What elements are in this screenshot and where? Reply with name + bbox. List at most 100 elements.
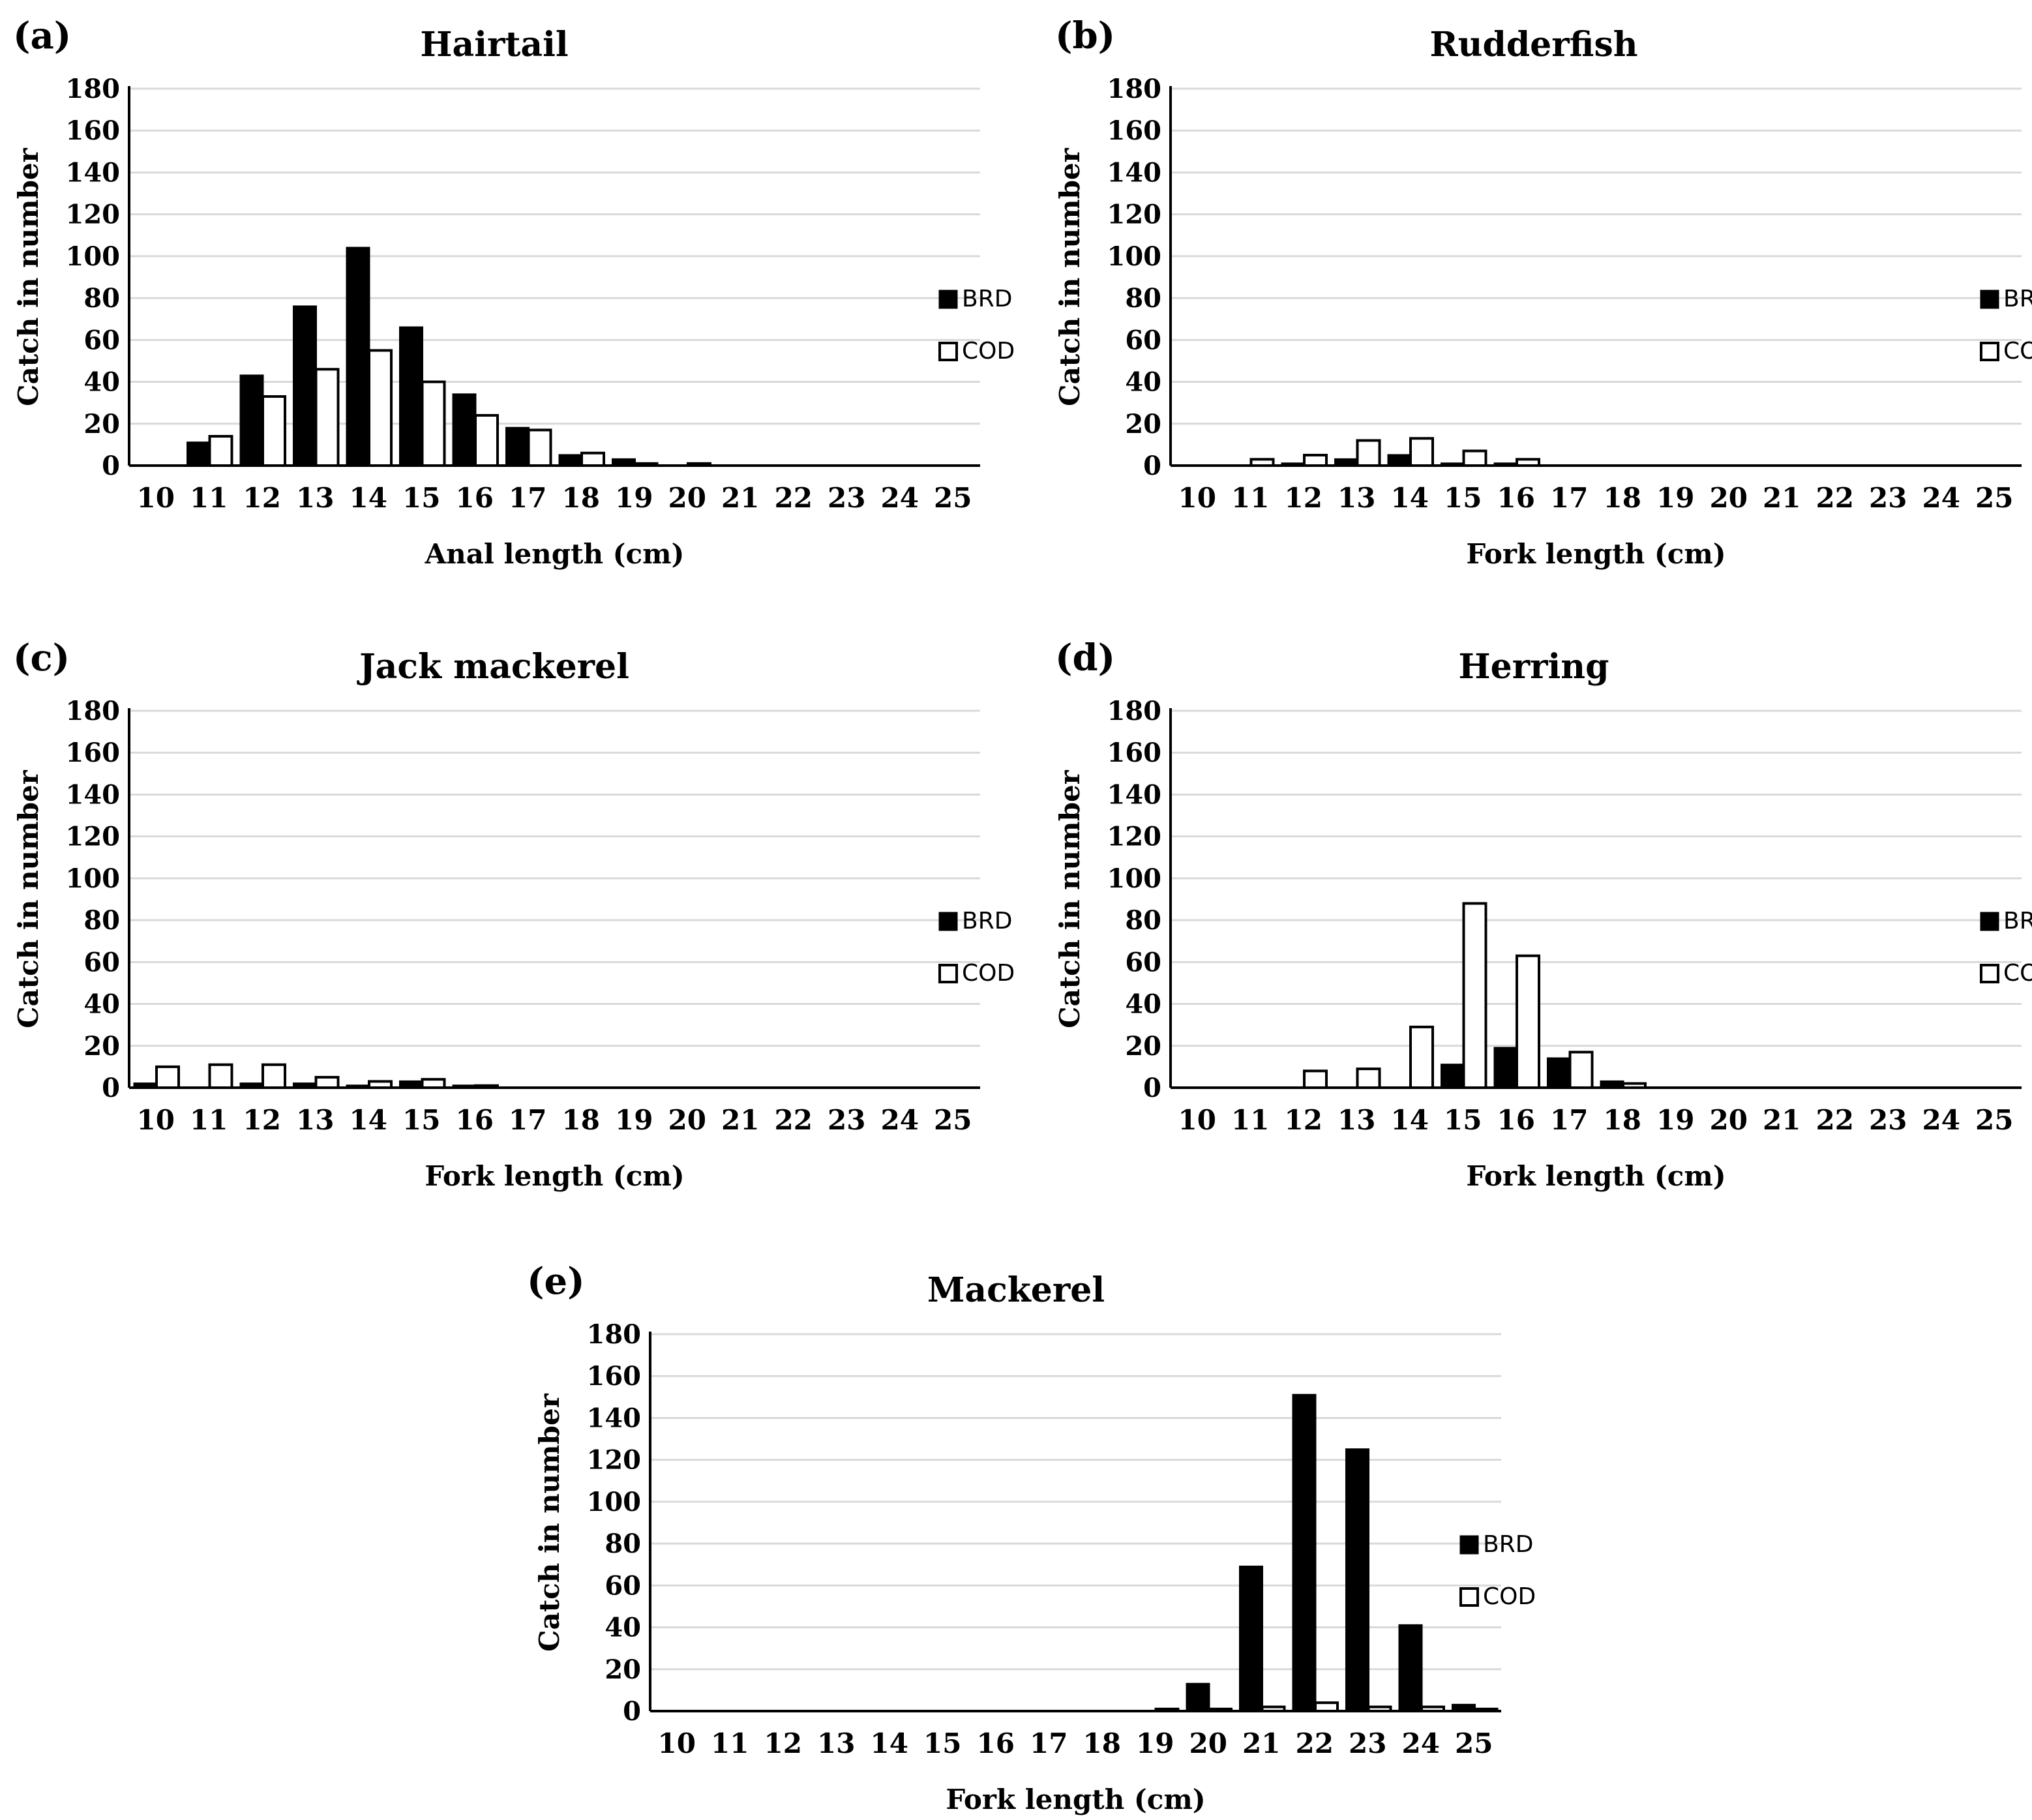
y-tick-label: 160 <box>66 738 121 768</box>
legend-label-cod: COD <box>1483 1583 1536 1610</box>
legend-label-brd: BRD <box>2003 908 2032 934</box>
x-tick-label: 21 <box>721 1104 759 1136</box>
x-tick-label: 11 <box>711 1727 749 1759</box>
x-tick-label: 17 <box>1550 482 1588 514</box>
bar-cod <box>1261 1705 1286 1713</box>
y-tick-label: 80 <box>83 905 120 936</box>
y-tick-label: 0 <box>102 1073 120 1103</box>
y-tick-label: 160 <box>587 1361 642 1392</box>
y-tick-label: 80 <box>1125 283 1161 314</box>
x-tick-label: 22 <box>1296 1727 1334 1759</box>
x-tick-label: 21 <box>721 482 759 514</box>
y-tick-label: 160 <box>1107 115 1162 146</box>
x-tick-label: 24 <box>1922 482 1960 514</box>
chart-panel-4: (e) Mackerel 0 20 40 60 80 100 120 140 160 180 10 11 1… <box>527 1260 1536 1815</box>
x-tick-label: 23 <box>1869 1104 1907 1136</box>
x-tick-label: 20 <box>1189 1727 1227 1759</box>
bar-cod <box>1356 439 1381 468</box>
x-tick-label: 22 <box>775 1104 813 1136</box>
y-tick-label: 160 <box>1107 738 1162 768</box>
legend-label-brd: BRD <box>962 908 1012 934</box>
x-tick-label: 11 <box>190 1104 228 1136</box>
bar-cod <box>687 462 711 467</box>
y-tick-label: 120 <box>1107 200 1162 230</box>
x-tick-label: 12 <box>243 482 281 514</box>
panel-label: (d) <box>1055 636 1115 679</box>
x-axis-title: Fork length (cm) <box>425 1160 684 1192</box>
legend-swatch-brd <box>1980 290 1999 309</box>
y-axis-title: Catch in number <box>533 1393 565 1651</box>
x-tick-label: 10 <box>137 482 175 514</box>
chart-panel-1: (b) Rudderfish 0 20 40 60 80 100 120 140 160 180 10 1… <box>1054 14 2032 570</box>
bar-cod <box>1303 453 1328 468</box>
bar-cod <box>474 413 499 468</box>
bar-brd <box>612 458 636 467</box>
legend-swatch-cod <box>1459 1587 1479 1607</box>
x-tick-label: 12 <box>243 1104 281 1136</box>
chart-title: Rudderfish <box>1429 25 1637 65</box>
chart-title: Hairtail <box>420 25 568 65</box>
bar-brd <box>293 1082 317 1089</box>
bar-cod <box>368 349 393 468</box>
y-tick-label: 100 <box>66 241 121 272</box>
chart-title: Jack mackerel <box>357 647 629 687</box>
bar-brd <box>1345 1448 1369 1712</box>
y-tick-label: 40 <box>83 989 120 1020</box>
y-tick-label: 180 <box>587 1319 642 1350</box>
chart-title: Mackerel <box>927 1270 1105 1310</box>
bar-brd <box>1493 462 1518 467</box>
x-tick-label: 18 <box>562 1104 600 1136</box>
chart-panel-2: (c) Jack mackerel 0 20 40 60 80 100 120 140 160 180… <box>12 636 1015 1192</box>
x-tick-label: 18 <box>1083 1727 1121 1759</box>
bar-cod <box>474 1084 499 1090</box>
y-tick-label: 140 <box>587 1403 642 1433</box>
bar-cod <box>1154 1707 1180 1712</box>
y-tick-label: 20 <box>1125 1031 1161 1062</box>
y-tick-label: 60 <box>83 325 120 355</box>
y-tick-label: 80 <box>605 1529 641 1559</box>
bar-cod <box>1208 1707 1233 1712</box>
x-tick-label: 12 <box>1285 482 1322 514</box>
legend-swatch-brd <box>1459 1535 1479 1555</box>
y-tick-label: 60 <box>1125 947 1161 977</box>
legend-swatch-brd <box>938 912 958 931</box>
bar-cod <box>155 1065 180 1090</box>
bar-brd <box>1452 1703 1476 1712</box>
bar-cod <box>580 451 605 468</box>
y-tick-label: 140 <box>1107 779 1162 810</box>
y-tick-label: 140 <box>66 157 121 188</box>
x-tick-label: 19 <box>1656 482 1694 514</box>
bar-cod <box>1409 437 1434 467</box>
y-tick-label: 80 <box>83 283 120 314</box>
y-tick-label: 180 <box>66 696 121 726</box>
bar-brd <box>1239 1565 1263 1712</box>
legend-label-cod: COD <box>2003 960 2032 987</box>
x-tick-label: 17 <box>1030 1727 1068 1759</box>
x-tick-label: 17 <box>1550 1104 1588 1136</box>
bar-brd <box>1547 1057 1571 1089</box>
x-tick-label: 21 <box>1763 482 1800 514</box>
x-tick-label: 14 <box>1391 482 1429 514</box>
x-tick-label: 23 <box>828 1104 865 1136</box>
x-tick-label: 20 <box>668 482 706 514</box>
y-tick-label: 180 <box>66 74 121 104</box>
x-tick-label: 12 <box>764 1727 802 1759</box>
legend-label-cod: COD <box>962 960 1015 987</box>
y-axis-title: Catch in number <box>12 769 44 1028</box>
x-tick-label: 11 <box>1231 482 1269 514</box>
x-tick-label: 16 <box>977 1727 1015 1759</box>
bar-cod <box>1303 1069 1328 1090</box>
bar-cod <box>421 380 446 467</box>
y-tick-label: 40 <box>1125 989 1161 1020</box>
x-tick-label: 14 <box>350 1104 387 1136</box>
bar-brd <box>1441 462 1465 467</box>
y-tick-label: 20 <box>605 1654 641 1685</box>
bar-cod <box>261 395 286 467</box>
bar-brd <box>239 374 264 467</box>
x-axis-title: Fork length (cm) <box>1466 538 1726 570</box>
bar-cod <box>314 368 340 467</box>
x-tick-label: 15 <box>1444 1104 1482 1136</box>
bar-brd <box>239 1082 264 1089</box>
x-tick-label: 25 <box>1975 482 2013 514</box>
x-tick-label: 20 <box>1710 1104 1748 1136</box>
